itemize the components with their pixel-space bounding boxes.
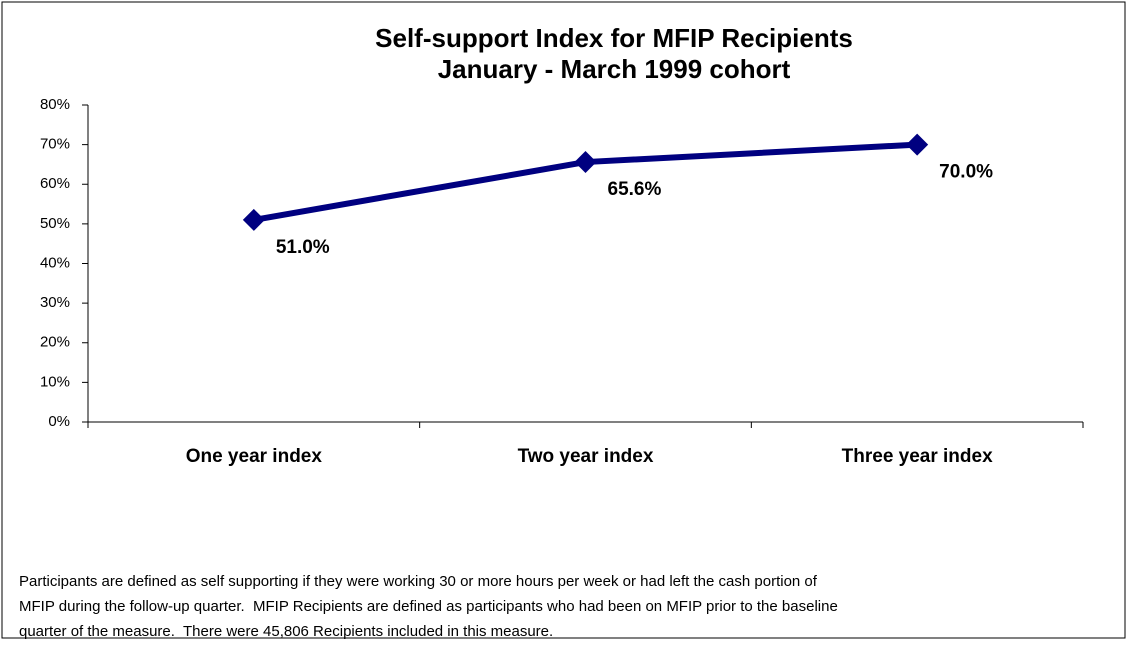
marker	[242, 208, 265, 231]
y-tick-label: 10%	[40, 373, 70, 390]
y-tick-label: 0%	[48, 413, 70, 430]
data-label: 70.0%	[939, 162, 993, 183]
marker	[574, 151, 597, 174]
data-label: 65.6%	[608, 179, 662, 200]
chart-subtitle: January - March 1999 cohort	[438, 54, 791, 84]
footnote: MFIP during the follow-up quarter. MFIP …	[19, 598, 838, 615]
y-tick-label: 30%	[40, 294, 70, 311]
y-tick-label: 20%	[40, 334, 70, 351]
y-tick-label: 80%	[40, 96, 70, 113]
marker	[906, 133, 929, 156]
data-label: 51.0%	[276, 237, 330, 258]
x-tick-label: One year index	[186, 446, 323, 467]
y-tick-label: 40%	[40, 254, 70, 271]
x-tick-label: Two year index	[518, 446, 654, 467]
footnote: Participants are defined as self support…	[19, 573, 818, 590]
chart-title: Self-support Index for MFIP Recipients	[375, 23, 853, 53]
x-tick-label: Three year index	[842, 446, 993, 467]
y-tick-label: 60%	[40, 175, 70, 192]
footnote: quarter of the measure. There were 45,80…	[19, 623, 553, 640]
y-tick-label: 50%	[40, 215, 70, 232]
y-tick-label: 70%	[40, 136, 70, 153]
